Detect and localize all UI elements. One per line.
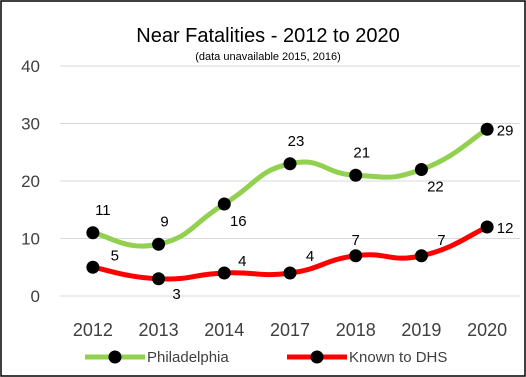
data-label: 29: [497, 122, 514, 139]
data-label: 16: [230, 213, 247, 230]
chart-title: Near Fatalities - 2012 to 2020: [136, 25, 400, 47]
chart-subtitle: (data unavailable 2015, 2016): [195, 51, 341, 63]
data-point: [349, 168, 363, 182]
data-point: [152, 272, 166, 286]
data-label: 22: [427, 179, 444, 196]
data-label: 11: [95, 202, 111, 219]
data-label: 4: [238, 253, 246, 270]
data-label: 3: [172, 286, 180, 303]
legend: Philadelphia Known to DHS: [85, 349, 447, 366]
legend-label: Known to DHS: [349, 349, 447, 366]
data-label: 7: [352, 232, 360, 249]
y-tick-label: 10: [21, 230, 40, 249]
data-label: 4: [306, 248, 314, 265]
data-point: [414, 163, 428, 176]
data-point: [217, 197, 231, 211]
legend-label: Philadelphia: [147, 349, 229, 366]
y-tick-label: 0: [31, 287, 40, 306]
x-axis-ticks: 2012 2013 2014 2017 2018 2019 2020: [73, 320, 507, 340]
data-point: [217, 266, 231, 280]
data-label: 23: [288, 133, 305, 150]
data-label: 7: [437, 232, 445, 249]
legend-marker: [310, 350, 324, 364]
x-tick-label: 2018: [336, 320, 376, 340]
x-tick-label: 2017: [270, 320, 310, 340]
data-point: [480, 122, 494, 136]
x-tick-label: 2013: [139, 320, 179, 340]
data-labels: 11 9 16 23 21 22 29 5 3 4 4 7 7 12: [95, 122, 513, 303]
y-tick-label: 40: [21, 57, 40, 76]
y-tick-label: 20: [21, 172, 40, 191]
series-markers: [86, 122, 494, 286]
data-point: [349, 249, 363, 263]
x-tick-label: 2019: [401, 320, 441, 340]
data-point: [152, 237, 166, 251]
data-label: 9: [160, 213, 168, 230]
gridlines: [60, 65, 520, 297]
data-point: [86, 260, 100, 274]
y-tick-label: 30: [21, 115, 40, 134]
data-label: 12: [497, 220, 514, 237]
data-point: [86, 226, 100, 240]
data-point: [414, 249, 428, 263]
data-point: [283, 266, 297, 280]
y-axis-ticks: 0 10 20 30 40: [21, 57, 40, 306]
data-point: [480, 220, 494, 234]
data-point: [283, 157, 297, 171]
data-label: 21: [353, 144, 370, 161]
x-tick-label: 2020: [467, 320, 507, 340]
title-box: [108, 18, 428, 64]
x-tick-label: 2014: [204, 320, 244, 340]
data-label: 5: [111, 247, 119, 264]
x-tick-label: 2012: [73, 320, 113, 340]
legend-marker: [108, 350, 122, 364]
